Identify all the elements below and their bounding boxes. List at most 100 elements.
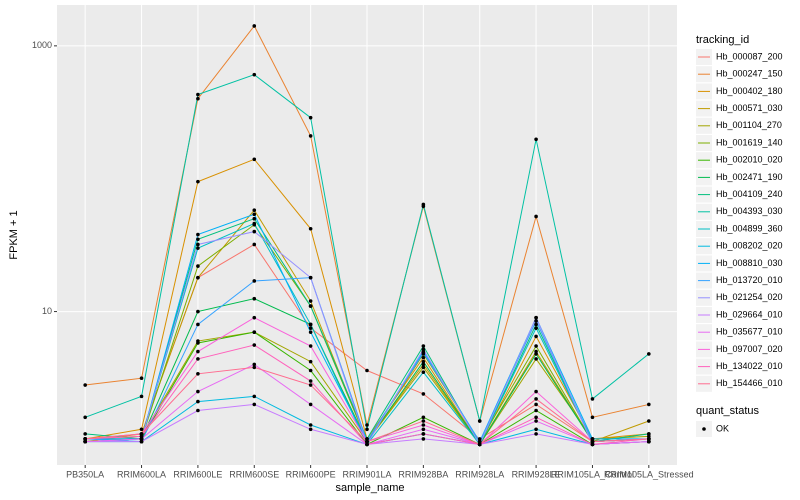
legend-label: Hb_004393_030 [716, 206, 783, 216]
data-point [308, 402, 313, 407]
x-tick-label: RRIM600LA [117, 469, 166, 479]
data-point [421, 423, 426, 427]
data-point [477, 419, 482, 423]
data-point [252, 330, 257, 334]
data-point [196, 372, 200, 376]
data-point [308, 359, 313, 364]
data-point [421, 362, 426, 367]
data-point [252, 296, 257, 301]
legend-label: Hb_004109_240 [716, 189, 783, 199]
data-point [421, 365, 426, 370]
legend-label: Hb_013720_010 [716, 275, 783, 285]
data-point [477, 442, 482, 447]
data-point [534, 408, 538, 413]
data-point [647, 352, 651, 356]
legend-label: Hb_000087_200 [716, 51, 783, 61]
data-point [534, 419, 538, 423]
data-point [139, 394, 144, 399]
x-tick-label: PB350LA [66, 469, 104, 479]
legend-label: OK [716, 423, 729, 433]
data-point [534, 334, 538, 339]
data-point [421, 355, 426, 360]
data-point [139, 437, 144, 441]
data-point [139, 439, 144, 444]
data-point [534, 397, 538, 401]
data-point [308, 326, 313, 330]
data-point [647, 419, 651, 423]
data-point [534, 415, 538, 420]
x-tick-label: RRIM105LA_Control [551, 469, 634, 479]
data-point [139, 432, 144, 436]
data-point [308, 299, 313, 303]
x-tick-label: RRIM928LE [512, 469, 561, 479]
data-point [196, 179, 200, 184]
data-point [534, 322, 538, 327]
data-point [534, 357, 538, 361]
data-point [421, 432, 426, 436]
data-point [252, 157, 257, 162]
data-point [365, 439, 369, 444]
data-point [308, 226, 313, 231]
data-point [421, 359, 426, 364]
data-point [421, 347, 426, 352]
data-point [252, 24, 257, 28]
data-point [590, 439, 595, 444]
data-point [252, 362, 257, 367]
data-point [252, 279, 257, 283]
x-tick-label: RRIM600SE [229, 469, 279, 479]
data-point [365, 423, 369, 427]
data-point [196, 399, 200, 404]
data-point [252, 216, 257, 221]
data-point [534, 352, 538, 356]
data-point [308, 134, 313, 138]
data-point [252, 229, 257, 234]
data-point [252, 208, 257, 212]
data-point [83, 437, 87, 441]
data-point [365, 427, 369, 432]
data-point [590, 442, 595, 447]
x-tick-label: RRIM600LE [173, 469, 222, 479]
data-point [196, 242, 200, 247]
data-point [252, 212, 257, 217]
data-point [252, 221, 257, 226]
legend-label: Hb_004899_360 [716, 223, 783, 233]
data-point [590, 437, 595, 441]
data-point [196, 246, 200, 250]
data-point [83, 432, 87, 436]
data-point [365, 442, 369, 447]
y-tick-label: 10 [42, 306, 52, 316]
x-tick-label: RRIM901LA [342, 469, 391, 479]
legend-label: Hb_008810_030 [716, 258, 783, 268]
data-point [252, 394, 257, 399]
data-point [534, 432, 538, 436]
legend-label: Hb_035677_010 [716, 327, 783, 337]
data-point [365, 437, 369, 441]
data-point [83, 383, 87, 387]
data-point [196, 322, 200, 327]
data-point [308, 423, 313, 427]
legend: Hb_000087_200 Hb_000247_150 Hb_000402_180 H… [696, 49, 783, 437]
data-point [421, 392, 426, 396]
data-point [477, 439, 482, 444]
legend-label: Hb_029664_010 [716, 309, 783, 319]
data-point [365, 368, 369, 373]
data-point [534, 402, 538, 407]
data-point [196, 92, 200, 97]
data-point [421, 370, 426, 374]
data-point [534, 427, 538, 432]
data-point [308, 115, 313, 120]
data-point [590, 397, 595, 401]
data-point [83, 439, 87, 444]
data-point [308, 368, 313, 373]
data-point [421, 427, 426, 432]
legend-label: Hb_154466_010 [716, 378, 783, 388]
data-point [647, 437, 651, 441]
legend-label: Hb_021254_020 [716, 292, 783, 302]
data-point [308, 379, 313, 383]
data-point [421, 202, 426, 207]
x-tick-label: RRIM928BA [398, 469, 448, 479]
data-point [421, 344, 426, 348]
legend-label: Hb_000402_180 [716, 86, 783, 96]
data-point [308, 304, 313, 308]
